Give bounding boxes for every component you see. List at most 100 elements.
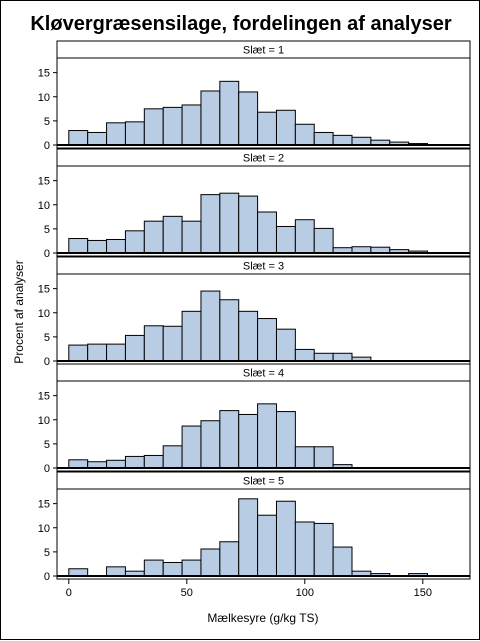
x-tick-label: 0 (66, 587, 72, 599)
histogram-bar (69, 569, 88, 576)
histogram-bar (88, 240, 107, 253)
histogram-bar (333, 353, 352, 361)
x-tick-label: 100 (296, 587, 314, 599)
y-tick-label: 10 (38, 92, 50, 104)
histogram-bar (220, 542, 239, 576)
histogram-bar (239, 92, 258, 145)
histogram-bar (201, 291, 220, 361)
histogram-bar (239, 196, 258, 253)
histogram-bar (258, 515, 277, 576)
histogram-bar (69, 345, 88, 361)
histogram-bar (201, 549, 220, 576)
x-axis-label: Mælkesyre (g/kg TS) (207, 611, 318, 625)
histogram-bar (107, 460, 126, 468)
histogram-bar (295, 220, 314, 253)
y-tick-label: 0 (44, 140, 50, 152)
histogram-bar (144, 109, 163, 145)
histogram-bar (276, 329, 295, 361)
histogram-bar (220, 300, 239, 361)
histogram-bar (88, 344, 107, 361)
chart-title: Kløvergræsensilage, fordelingen af analy… (30, 13, 451, 35)
histogram-bar (295, 447, 314, 468)
y-tick-label: 10 (38, 200, 50, 212)
histogram-bar (276, 501, 295, 576)
panel-strip-label: Slæt = 4 (243, 368, 284, 380)
histogram-bar (295, 349, 314, 361)
histogram-bar (220, 411, 239, 468)
histogram-bar (182, 221, 201, 253)
x-axis: 0 50 100 150 (66, 579, 432, 599)
panel-1: Slæt = 1 0 5 10 15 (38, 41, 470, 152)
y-tick-label: 5 (44, 547, 50, 559)
histogram-bar (69, 131, 88, 145)
y-tick-label: 10 (38, 308, 50, 320)
histogram-bar (163, 216, 182, 253)
histogram-bar (276, 110, 295, 145)
histogram-bar (220, 193, 239, 253)
y-tick-label: 15 (38, 284, 50, 296)
histogram-bar (69, 239, 88, 253)
histogram-bar (201, 421, 220, 468)
histogram-bar (276, 412, 295, 468)
histogram-bar (125, 122, 144, 145)
panels-group: Slæt = 1 0 5 10 15 Slæt = 2 0 5 10 15 Slæt = 3 0 5 10… (38, 41, 470, 583)
histogram-bar (88, 132, 107, 145)
histogram-bar (295, 522, 314, 576)
y-axis-label: Procent af analyser (12, 260, 26, 363)
histogram-bar (107, 567, 126, 576)
histogram-bar (314, 132, 333, 145)
y-tick-label: 5 (44, 116, 50, 128)
histogram-bar (295, 124, 314, 145)
panel-3: Slæt = 3 0 5 10 15 (38, 257, 470, 368)
panel-strip-label: Slæt = 3 (243, 261, 284, 273)
histogram-bar (220, 81, 239, 145)
histogram-bar (125, 335, 144, 361)
histogram-bar (352, 137, 371, 145)
y-tick-label: 0 (44, 571, 50, 583)
histogram-bar (258, 212, 277, 253)
histogram-bar (144, 326, 163, 361)
histogram-bar (239, 499, 258, 576)
histogram-bar (258, 112, 277, 145)
histogram-bar (144, 221, 163, 253)
histogram-bar (182, 105, 201, 145)
x-tick-label: 50 (181, 587, 193, 599)
histogram-bar (69, 460, 88, 468)
histogram-bar (163, 107, 182, 145)
histogram-bar (182, 311, 201, 361)
histogram-bar (107, 239, 126, 253)
histogram-bar (163, 326, 182, 361)
panel-strip-label: Slæt = 1 (243, 45, 284, 57)
histogram-bar (314, 523, 333, 576)
histogram-bar (163, 446, 182, 468)
histogram-bar (276, 226, 295, 253)
x-tick-label: 150 (414, 587, 432, 599)
y-tick-label: 10 (38, 523, 50, 535)
histogram-bar (201, 195, 220, 253)
panel-strip-label: Slæt = 2 (243, 153, 284, 165)
y-tick-label: 15 (38, 499, 50, 511)
y-tick-label: 0 (44, 248, 50, 260)
histogram-bar (239, 311, 258, 361)
histogram-bar (144, 455, 163, 468)
histogram-bar (314, 447, 333, 468)
histogram-bar (163, 562, 182, 576)
histogram-bar (107, 344, 126, 361)
y-tick-label: 0 (44, 356, 50, 368)
y-tick-label: 15 (38, 391, 50, 403)
histogram-bar (125, 231, 144, 253)
histogram-bar (258, 319, 277, 361)
y-tick-label: 10 (38, 415, 50, 427)
histogram-bar (333, 135, 352, 145)
histogram-bar (182, 426, 201, 468)
y-tick-label: 0 (44, 463, 50, 475)
y-tick-label: 15 (38, 176, 50, 188)
histogram-bar (258, 404, 277, 468)
y-tick-label: 15 (38, 68, 50, 80)
histogram-bar (201, 91, 220, 145)
y-tick-label: 5 (44, 332, 50, 344)
